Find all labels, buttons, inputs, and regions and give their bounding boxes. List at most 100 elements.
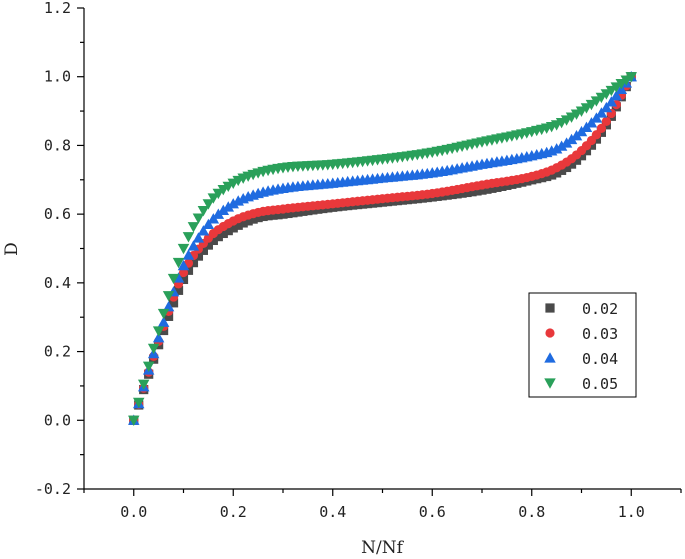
data-point — [202, 199, 215, 210]
data-point — [178, 274, 189, 285]
data-point — [193, 251, 204, 261]
x-tick-label: 0.4 — [319, 503, 346, 521]
data-point — [591, 130, 602, 140]
data-point — [217, 204, 230, 215]
data-point — [227, 198, 239, 209]
x-tick-label: 0.8 — [518, 503, 545, 521]
legend-label-0.03: 0.03 — [582, 325, 618, 343]
data-point — [625, 72, 637, 83]
data-point — [203, 240, 213, 250]
data-point — [207, 193, 220, 204]
axes — [83, 8, 681, 490]
data-point — [600, 101, 613, 113]
legend-marker-0.04 — [544, 352, 556, 363]
data-point — [233, 220, 243, 230]
data-point — [162, 300, 175, 312]
data-point — [173, 285, 184, 295]
data-point — [187, 240, 200, 251]
data-point — [197, 225, 210, 236]
data-point — [472, 186, 482, 196]
data-point — [263, 211, 273, 221]
data-point — [547, 170, 557, 180]
data-point — [601, 116, 611, 126]
data-point — [482, 184, 492, 194]
ticks — [77, 7, 682, 496]
data-point — [586, 140, 597, 150]
data-point — [157, 316, 170, 327]
data-point — [555, 140, 568, 151]
data-point — [576, 151, 587, 161]
data-point — [198, 245, 208, 255]
data-point — [228, 223, 238, 233]
x-tick-label: 0.2 — [220, 503, 247, 521]
legend-marker-0.03 — [545, 328, 555, 338]
y-axis-title: D — [2, 242, 22, 256]
data-point — [258, 211, 268, 222]
data-point — [157, 308, 170, 320]
y-tick-label: 1.2 — [44, 0, 71, 17]
data-point — [132, 397, 145, 409]
data-point — [492, 182, 502, 192]
data-point — [487, 183, 497, 193]
data-point — [223, 226, 233, 236]
legend-marker-0.02 — [545, 303, 555, 313]
data-point — [550, 143, 563, 154]
data-point — [610, 90, 623, 101]
data-point — [268, 210, 278, 220]
data-point — [152, 332, 165, 343]
data-point — [581, 146, 592, 156]
data-point — [162, 291, 175, 302]
y-tick-label: 0.8 — [44, 136, 71, 154]
x-tick-label: 1.0 — [618, 503, 645, 521]
data-point — [188, 258, 199, 268]
data-point — [283, 208, 293, 219]
data-point — [137, 379, 150, 390]
y-tick-label: 0.6 — [44, 205, 71, 223]
data-point — [172, 257, 185, 269]
data-point — [557, 165, 567, 175]
y-tick-label: 0.4 — [44, 274, 71, 292]
data-point — [243, 216, 253, 226]
data-point — [183, 265, 194, 275]
data-point — [596, 123, 607, 134]
data-point — [177, 243, 190, 255]
data-point — [467, 187, 477, 197]
series-layer — [128, 70, 637, 427]
data-point — [278, 209, 288, 219]
legend-label-0.02: 0.02 — [582, 300, 618, 318]
legend-items: 0.02 0.03 0.04 0.05 — [544, 300, 618, 393]
data-point — [238, 218, 248, 228]
data-point — [218, 228, 228, 239]
data-point — [177, 259, 190, 271]
y-tick-label: -0.2 — [35, 480, 71, 498]
data-point — [152, 326, 165, 337]
data-point — [248, 214, 258, 224]
data-point — [222, 201, 235, 212]
data-point — [253, 212, 263, 223]
data-point — [182, 232, 195, 243]
data-point — [462, 187, 472, 198]
y-tick-label: 0.2 — [44, 343, 71, 361]
legend-label-0.04: 0.04 — [582, 350, 618, 368]
data-point — [197, 206, 210, 217]
data-point — [571, 155, 582, 165]
data-point — [595, 107, 608, 118]
data-point — [293, 207, 303, 217]
data-point — [560, 137, 573, 148]
data-point — [128, 415, 140, 427]
data-point — [182, 249, 195, 260]
data-point — [213, 232, 223, 242]
data-point — [147, 343, 160, 355]
y-tick-label: 1.0 — [44, 68, 71, 86]
legend-marker-0.05 — [544, 378, 556, 389]
tick-labels: 0.0 0.2 0.4 0.6 0.8 1.0 -0.2 0.0 0.2 0.4 0.6 0.8 1.0… — [35, 0, 645, 521]
data-point — [167, 273, 180, 285]
data-point — [192, 232, 205, 243]
data-point — [288, 208, 298, 218]
x-tick-label: 0.6 — [419, 503, 446, 521]
data-point — [477, 185, 487, 195]
data-point — [187, 222, 200, 233]
data-point — [457, 188, 467, 198]
legend: 0.02 0.03 0.04 0.05 — [528, 292, 637, 398]
